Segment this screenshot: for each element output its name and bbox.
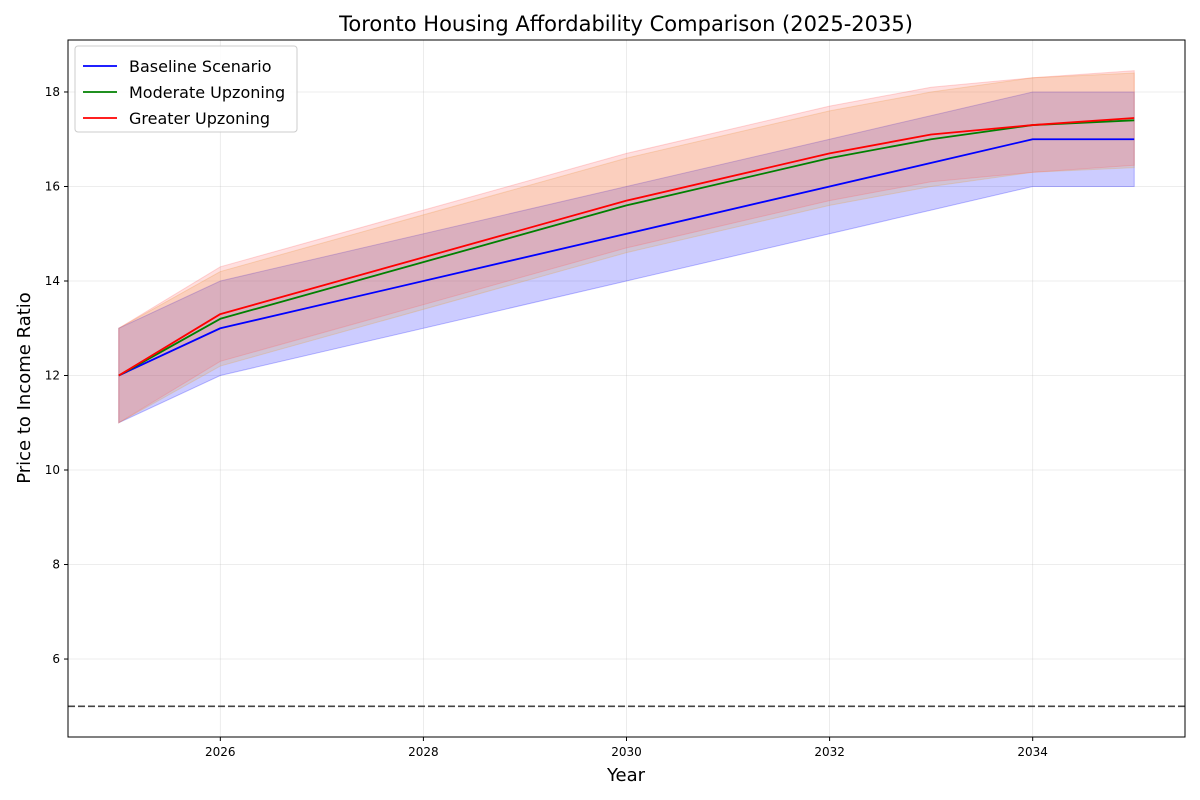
x-tick-label: 2030 bbox=[611, 745, 642, 759]
y-tick-label: 18 bbox=[45, 85, 60, 99]
series-lines bbox=[118, 117, 1135, 377]
legend-label: Moderate Upzoning bbox=[129, 83, 285, 102]
x-axis-label: Year bbox=[606, 765, 646, 786]
x-tick-label: 2034 bbox=[1017, 745, 1048, 759]
x-tick-label: 2028 bbox=[408, 745, 439, 759]
y-axis: 6 8 10 12 14 16 18 bbox=[45, 85, 68, 666]
x-axis: 2026 2028 2030 2032 2034 bbox=[205, 737, 1048, 759]
y-tick-label: 14 bbox=[45, 274, 60, 288]
chart-title: Toronto Housing Affordability Comparison… bbox=[338, 12, 913, 36]
legend-label: Baseline Scenario bbox=[129, 57, 271, 76]
y-axis-label: Price to Income Ratio bbox=[14, 292, 35, 484]
legend: Baseline Scenario Moderate Upzoning Greate… bbox=[74, 45, 298, 133]
series-line-1 bbox=[118, 138, 1135, 377]
band-2 bbox=[118, 72, 1135, 424]
x-tick-label: 2026 bbox=[205, 745, 236, 759]
x-tick-label: 2032 bbox=[814, 745, 845, 759]
y-tick-label: 16 bbox=[45, 179, 60, 193]
band-3 bbox=[118, 70, 1135, 424]
legend-box bbox=[74, 45, 298, 133]
y-tick-label: 8 bbox=[52, 558, 60, 572]
y-tick-label: 10 bbox=[45, 463, 60, 477]
y-tick-label: 6 bbox=[52, 652, 60, 666]
series-line-3 bbox=[118, 117, 1135, 377]
legend-label: Greater Upzoning bbox=[129, 109, 270, 128]
y-tick-label: 12 bbox=[45, 369, 60, 383]
